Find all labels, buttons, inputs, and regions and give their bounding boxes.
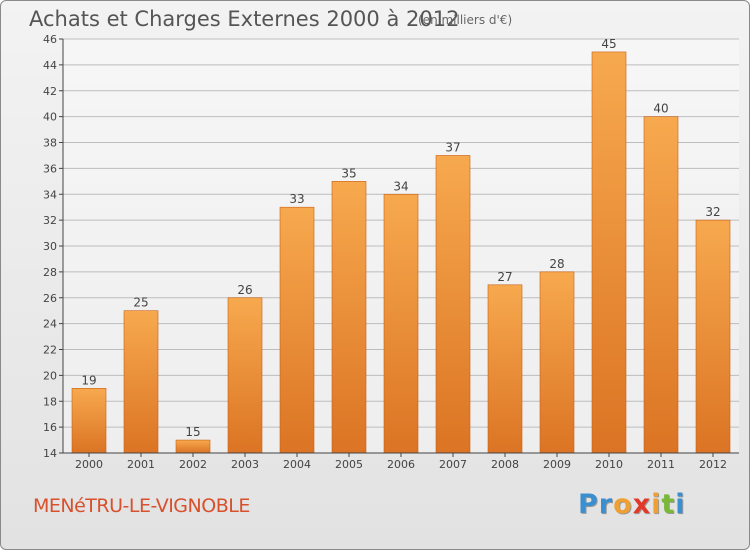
proxiti-logo: Proxiti <box>578 489 686 520</box>
x-tick-label: 2005 <box>335 458 363 471</box>
x-tick-labels: 2000 2001 2002 2003 2004 2005 2006 2007 2008 2009… <box>75 453 727 471</box>
y-tick-label: 36 <box>43 162 57 175</box>
logo-letter: t <box>661 489 676 520</box>
y-tick-label: 14 <box>43 447 57 460</box>
bar <box>71 388 107 454</box>
bar <box>539 271 575 454</box>
y-tick-label: 22 <box>43 344 57 357</box>
x-tick-label: 2010 <box>595 458 623 471</box>
x-tick-label: 2011 <box>647 458 675 471</box>
bar-value-label: 34 <box>393 179 408 193</box>
commune-name: MENéTRU-LE-VIGNOBLE <box>33 495 250 517</box>
bar <box>435 155 471 454</box>
x-tick-label: 2000 <box>75 458 103 471</box>
x-tick-label: 2008 <box>491 458 519 471</box>
y-tick-label: 34 <box>43 188 57 201</box>
bar <box>591 51 627 454</box>
y-tick-label: 40 <box>43 111 57 124</box>
y-tick-label: 18 <box>43 395 57 408</box>
bar-value-label: 19 <box>81 373 96 387</box>
y-tick-label: 46 <box>43 33 57 46</box>
logo-letter: r <box>598 489 614 520</box>
bar-value-label: 32 <box>705 205 720 219</box>
y-tick-label: 20 <box>43 369 57 382</box>
bar <box>643 116 679 454</box>
bar-value-label: 40 <box>653 102 668 116</box>
bar-value-label: 37 <box>445 140 460 154</box>
bar-value-label: 27 <box>497 270 512 284</box>
bars <box>71 51 731 454</box>
bar <box>383 193 419 454</box>
y-tick-labels: 14 16 18 20 22 24 26 28 30 32 34 36 38 40 42 44 46 <box>43 33 57 460</box>
x-tick-label: 2006 <box>387 458 415 471</box>
chart-subtitle: (en milliers d'€) <box>418 13 513 27</box>
y-tick-label: 38 <box>43 137 57 150</box>
y-tick-label: 44 <box>43 59 57 72</box>
bar <box>695 219 731 454</box>
logo-letter: x <box>632 489 652 520</box>
bar-value-label: 35 <box>341 166 356 180</box>
x-tick-label: 2004 <box>283 458 311 471</box>
y-tick-label: 32 <box>43 214 57 227</box>
bar-value-label: 26 <box>237 283 252 297</box>
bar <box>331 181 367 454</box>
y-tick-label: 16 <box>43 421 57 434</box>
y-tick-label: 28 <box>43 266 57 279</box>
bar-value-label: 33 <box>289 192 304 206</box>
bar-value-label: 25 <box>133 296 148 310</box>
bar-value-label: 28 <box>549 257 564 271</box>
chart-title: Achats et Charges Externes 2000 à 2012 <box>29 7 460 31</box>
bar-value-label: 15 <box>185 425 200 439</box>
logo-letter: o <box>613 489 633 520</box>
y-tick-label: 24 <box>43 318 57 331</box>
x-tick-label: 2007 <box>439 458 467 471</box>
x-tick-label: 2001 <box>127 458 155 471</box>
logo-letter: i <box>651 489 662 520</box>
y-tick-label: 26 <box>43 292 57 305</box>
value-labels: 19 25 15 26 33 35 34 37 27 28 45 40 32 <box>81 37 720 439</box>
x-tick-label: 2009 <box>543 458 571 471</box>
bar-value-label: 45 <box>601 37 616 51</box>
x-tick-label: 2003 <box>231 458 259 471</box>
x-tick-label: 2002 <box>179 458 207 471</box>
bar <box>175 439 211 454</box>
logo-letter: P <box>578 489 599 520</box>
x-tick-label: 2012 <box>699 458 727 471</box>
bar <box>487 284 523 454</box>
bar <box>227 297 263 454</box>
logo-letter: i <box>675 489 686 520</box>
y-tick-label: 30 <box>43 240 57 253</box>
bar <box>123 310 159 454</box>
bar <box>279 206 315 454</box>
y-tick-label: 42 <box>43 85 57 98</box>
